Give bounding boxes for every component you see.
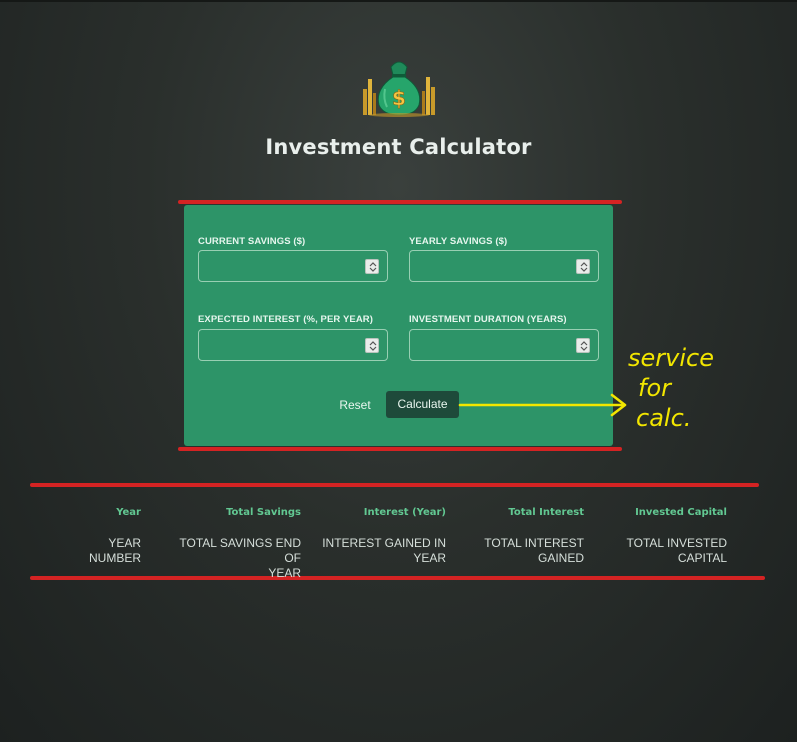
yearly-savings-input[interactable]	[409, 250, 599, 282]
cell-line: INTEREST GAINED IN	[322, 536, 446, 550]
investment-duration-stepper[interactable]	[576, 338, 590, 353]
yearly-savings-stepper[interactable]	[576, 259, 590, 274]
highlight-line-form-top	[178, 200, 622, 204]
table-cell-total-interest: TOTAL INTEREST GAINED	[465, 536, 584, 566]
reset-button[interactable]: Reset	[339, 398, 371, 412]
window-top-border	[0, 0, 797, 2]
column-header-invested-capital: Invested Capital	[635, 507, 727, 518]
annotation-line-3: calc.	[636, 404, 691, 432]
table-cell-year: YEAR NUMBER	[60, 536, 141, 566]
cell-line: TOTAL SAVINGS END OF	[179, 536, 301, 565]
cell-line: TOTAL INTEREST	[484, 536, 584, 550]
highlight-line-table-bottom	[30, 576, 765, 580]
cell-line: YEAR	[108, 536, 141, 550]
investment-duration-input[interactable]	[409, 329, 599, 361]
column-header-total-interest: Total Interest	[508, 507, 584, 518]
cell-line: NUMBER	[88, 551, 141, 565]
svg-text:$: $	[392, 86, 406, 110]
investment-duration-label: INVESTMENT DURATION (YEARS)	[409, 314, 567, 325]
highlight-line-form-bottom	[178, 447, 622, 451]
current-savings-input[interactable]	[198, 250, 388, 282]
column-header-year: Year	[116, 507, 141, 518]
page-title: Investment Calculator	[265, 135, 532, 159]
current-savings-label: CURRENT SAVINGS ($)	[198, 236, 306, 247]
expected-interest-stepper[interactable]	[365, 338, 379, 353]
stepper-arrows-icon	[369, 262, 377, 272]
expected-interest-label: EXPECTED INTEREST (%, PER YEAR)	[198, 314, 374, 325]
table-cell-total-savings: TOTAL SAVINGS END OF YEAR	[160, 536, 301, 581]
table-cell-invested-capital: TOTAL INVESTED CAPITAL	[600, 536, 727, 566]
cell-line: YEAR	[413, 551, 446, 565]
cell-line: CAPITAL	[677, 551, 727, 565]
expected-interest-input[interactable]	[198, 329, 388, 361]
calculate-button[interactable]: Calculate	[386, 391, 459, 418]
stepper-arrows-icon	[580, 341, 588, 351]
money-bag-icon: $	[361, 55, 437, 117]
column-header-total-savings: Total Savings	[226, 507, 301, 518]
stepper-arrows-icon	[580, 262, 588, 272]
current-savings-stepper[interactable]	[365, 259, 379, 274]
cell-line: YEAR	[268, 566, 301, 580]
column-header-interest-year: Interest (Year)	[363, 507, 446, 518]
annotation-line-2: for	[638, 374, 673, 402]
table-cell-interest-year: INTEREST GAINED IN YEAR	[320, 536, 446, 566]
cell-line: TOTAL INVESTED	[626, 536, 727, 550]
highlight-line-table-top	[30, 483, 759, 487]
annotation-line-1: service	[628, 344, 714, 372]
cell-line: GAINED	[537, 551, 584, 565]
yearly-savings-label: YEARLY SAVINGS ($)	[409, 236, 508, 247]
stepper-arrows-icon	[369, 341, 377, 351]
